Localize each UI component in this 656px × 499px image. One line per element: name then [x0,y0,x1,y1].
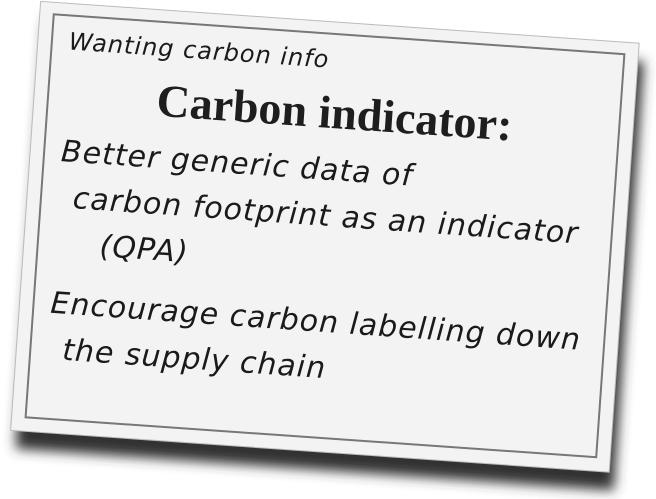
page: Wanting carbon info Carbon indicator: Be… [0,0,656,499]
item-line: (QPA) [98,229,189,270]
photo: Wanting carbon info Carbon indicator: Be… [0,0,656,499]
card-group: Wanting carbon info Carbon indicator: Be… [9,1,645,490]
